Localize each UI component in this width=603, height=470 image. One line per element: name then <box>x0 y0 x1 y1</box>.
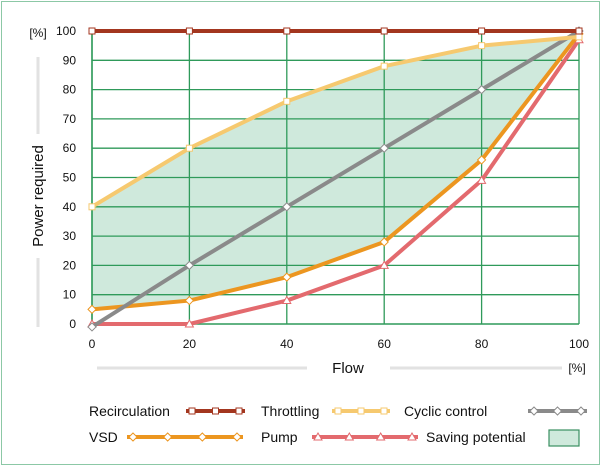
series-point-throttling-100 <box>575 33 583 41</box>
series-point-vsd-40 <box>282 272 292 282</box>
y-axis-title: Power required <box>30 145 47 247</box>
y-unit-label: [%] <box>29 26 46 40</box>
y-tick-label-50: 50 <box>63 171 77 185</box>
y-tick-label-80: 80 <box>63 83 77 97</box>
series-point-vsd-20 <box>184 295 195 306</box>
legend-marker-pump-2 <box>375 431 386 441</box>
series-point-pump-60 <box>379 260 390 269</box>
x-tick-label-60: 60 <box>378 337 392 351</box>
y-tick-label-90: 90 <box>63 53 77 67</box>
series-point-throttling-80 <box>478 42 486 50</box>
series-point-recirculation-80 <box>478 27 486 35</box>
legend-label-cyclic-control: Cyclic control <box>404 403 487 419</box>
legend-marker-cyclic-control-1 <box>552 406 563 416</box>
legend-marker-vsd-0 <box>128 432 138 442</box>
legend-marker-recirculation-0 <box>188 407 196 415</box>
legend-marker-cyclic-control-2 <box>576 406 586 416</box>
series-point-pump-80 <box>476 175 487 184</box>
x-unit-label: [%] <box>568 361 585 375</box>
series-point-recirculation-60 <box>380 27 388 35</box>
series-point-vsd-60 <box>379 237 389 247</box>
legend-marker-throttling-0 <box>334 407 342 415</box>
legend-marker-throttling-1 <box>357 407 365 415</box>
legend-marker-recirculation-1 <box>212 407 219 415</box>
series-point-vsd-0 <box>87 304 97 315</box>
series-point-throttling-0 <box>88 203 96 211</box>
legend-label-pump: Pump <box>261 429 298 445</box>
series-point-vsd-80 <box>476 155 487 165</box>
legend-marker-recirculation-2 <box>235 407 243 415</box>
x-tick-label-0: 0 <box>89 337 96 351</box>
y-tick-label-20: 20 <box>63 258 77 272</box>
series-point-throttling-60 <box>380 62 388 70</box>
series-point-recirculation-40 <box>283 27 291 35</box>
legend-marker-cyclic-control-0 <box>529 406 539 416</box>
series-point-cyclic-control-60 <box>379 143 389 153</box>
y-tick-label-10: 10 <box>63 288 77 302</box>
series-point-cyclic-control-20 <box>184 260 195 271</box>
series-point-cyclic-control-80 <box>476 84 487 95</box>
legend-marker-vsd-1 <box>162 432 173 442</box>
x-tick-label-40: 40 <box>280 337 294 351</box>
series-line-cyclic-control <box>90 29 581 329</box>
x-tick-label-80: 80 <box>475 337 489 351</box>
legend-label-throttling: Throttling <box>261 403 319 419</box>
y-tick-label-40: 40 <box>63 200 77 214</box>
series-point-throttling-40 <box>283 97 291 105</box>
legend-swatch-saving-potential <box>548 429 580 447</box>
legend-marker-vsd-2 <box>197 432 208 442</box>
x-tick-label-20: 20 <box>183 337 197 351</box>
legend-marker-pump-1 <box>344 431 355 441</box>
series-point-recirculation-0 <box>88 27 96 35</box>
y-tick-label-70: 70 <box>63 112 77 126</box>
series-point-pump-40 <box>281 295 292 305</box>
series-point-cyclic-control-0 <box>87 322 97 332</box>
series-line-pump <box>92 38 581 326</box>
y-tick-label-30: 30 <box>63 229 77 243</box>
y-tick-label-100: 100 <box>56 24 76 38</box>
series-point-throttling-20 <box>185 144 193 152</box>
legend-label-vsd: VSD <box>89 429 118 445</box>
legend-label-recirculation: Recirculation <box>89 403 170 419</box>
series-point-recirculation-100 <box>575 27 583 35</box>
x-tick-label-100: 100 <box>569 337 589 351</box>
y-tick-label-0: 0 <box>69 317 76 331</box>
series-line-throttling <box>90 34 580 209</box>
legend-label-saving-potential: Saving potential <box>426 429 526 445</box>
x-axis-title: Flow <box>332 360 364 377</box>
legend-marker-vsd-3 <box>232 432 242 442</box>
series-point-recirculation-20 <box>185 27 193 35</box>
y-tick-label-60: 60 <box>63 141 77 155</box>
series-point-cyclic-control-40 <box>282 202 292 212</box>
series-line-vsd <box>91 32 581 312</box>
legend-marker-pump-3 <box>407 431 417 441</box>
legend-marker-throttling-2 <box>380 407 388 415</box>
series-point-pump-20 <box>184 318 195 328</box>
legend-marker-pump-0 <box>313 431 323 441</box>
